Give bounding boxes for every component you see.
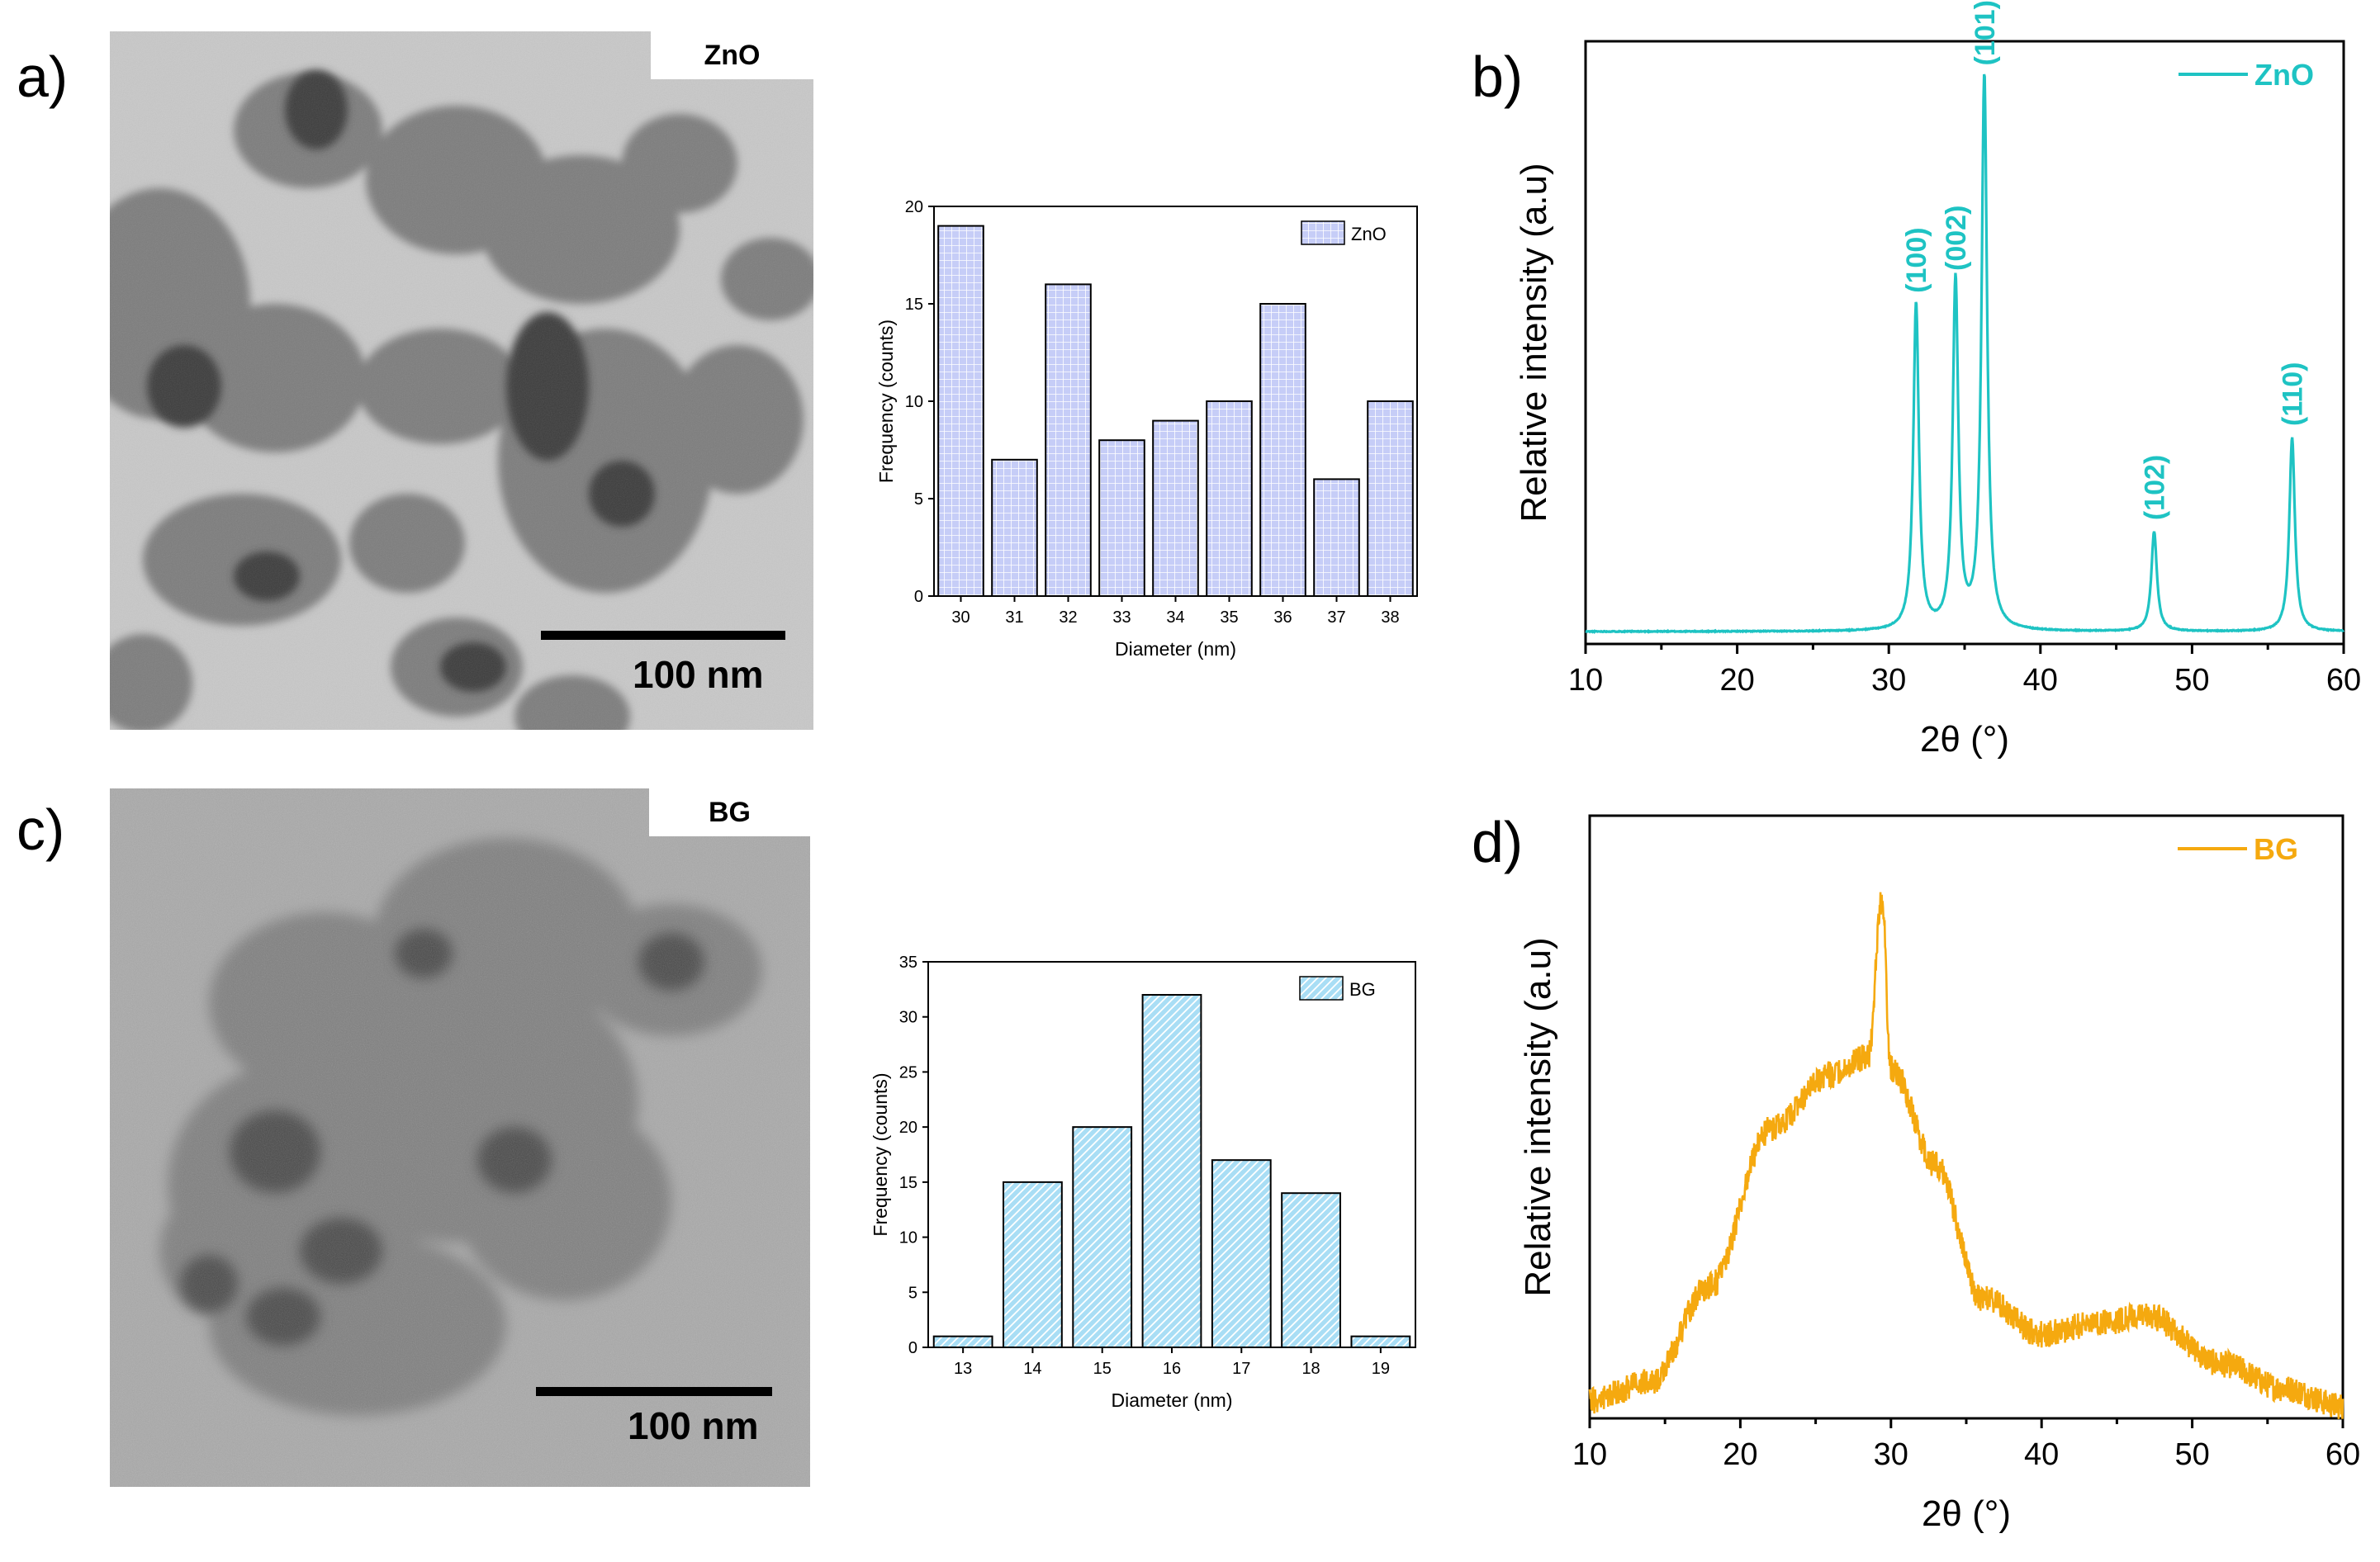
zno-xrd-series-line [1585, 73, 2345, 634]
zno-hist-xtick-label-36: 36 [1273, 608, 1292, 627]
zno-hist-xtick-label-31: 31 [1005, 608, 1023, 627]
tem-tag-zno: ZnO [651, 31, 813, 79]
scale-bar-a [541, 631, 785, 640]
zno-hist-ytick-label-0: 0 [914, 588, 923, 606]
scale-bar-c [536, 1387, 772, 1396]
bg-hist-xtick-label-16: 16 [1163, 1360, 1181, 1378]
zno-hist-xtick-label-33: 33 [1112, 608, 1131, 627]
zno-hist-bar-38 [1367, 400, 1414, 597]
bg-hist-xtick-label-17: 17 [1232, 1360, 1250, 1378]
bg-hist-ytick-label-10: 10 [899, 1229, 917, 1247]
zno-hist-bar-30 [937, 225, 984, 597]
zno-hist-bar-37 [1313, 478, 1360, 598]
zno-xrd-xtick-label-60: 60 [2326, 663, 2361, 698]
zno-xrd-ylabel: Relative intensity (a.u) [1514, 163, 1554, 522]
bg-xrd-xtick-label-20: 20 [1723, 1437, 1757, 1472]
panel-label-b: b) [1472, 45, 1524, 109]
zno-hist-bar-32 [1045, 283, 1092, 597]
bg-hist-legend-label: BG [1349, 979, 1376, 1000]
zno-hist-xtick-label-35: 35 [1220, 608, 1238, 627]
bg-hist-ytick-label-20: 20 [899, 1119, 917, 1137]
zno-xrd-peak-label-3: (102) [2140, 455, 2171, 520]
panel-label-c: c) [17, 798, 65, 862]
zno-hist-xtick-label-38: 38 [1381, 608, 1399, 627]
bg-hist-xtick-label-18: 18 [1301, 1360, 1320, 1378]
bg-xrd-xtick-label-40: 40 [2024, 1437, 2059, 1472]
tem-tag-bg: BG [649, 788, 810, 836]
zno-hist-ytick-label-5: 5 [914, 490, 923, 509]
bg-hist-xtick-label-15: 15 [1093, 1360, 1112, 1378]
zno-hist-bar-35 [1206, 400, 1253, 597]
zno-hist-legend-label: ZnO [1351, 224, 1387, 244]
bg-hist-bar-15 [1072, 1126, 1133, 1348]
bg-hist-ytick-label-30: 30 [899, 1009, 917, 1027]
zno-xrd-peak-label-0: (100) [1901, 227, 1932, 292]
bg-xrd-xtick-label-30: 30 [1874, 1437, 1908, 1472]
zno-hist-ytick-label-10: 10 [905, 393, 923, 411]
zno-hist-bar-36 [1259, 303, 1306, 597]
bg-hist-ytick-label-0: 0 [908, 1339, 917, 1357]
zno-xrd-xlabel: 2θ (°) [1920, 719, 2009, 760]
bg-hist-ytick-label-25: 25 [899, 1063, 917, 1082]
zno-xrd-frame [1584, 40, 2345, 646]
bg-xrd-legend-label: BG [2254, 832, 2298, 866]
bg-xrd-xlabel: 2θ (°) [1922, 1493, 2011, 1534]
panel-label-d: d) [1472, 810, 1524, 874]
scale-label-a: 100 nm [633, 653, 764, 696]
bg-hist-bar-19 [1350, 1335, 1411, 1348]
bg-hist-bar-14 [1003, 1181, 1063, 1349]
zno-hist-xtick-label-30: 30 [951, 608, 970, 627]
zno-hist-xlabel: Diameter (nm) [1115, 638, 1236, 660]
bg-xrd-series-line [1588, 892, 2344, 1419]
bg-hist-bar-18 [1281, 1192, 1341, 1348]
bg-hist-xlabel: Diameter (nm) [1112, 1389, 1233, 1411]
zno-xrd-peak-label-1: (002) [1941, 206, 1972, 271]
zno-xrd-peak-label-4: (110) [2278, 362, 2309, 426]
zno-hist-ylabel: Frequency (counts) [875, 320, 897, 483]
zno-xrd-xtick-label-40: 40 [2023, 663, 2058, 698]
bg-hist-legend-swatch [1299, 976, 1344, 1001]
zno-xrd-xtick-label-50: 50 [2174, 663, 2209, 698]
bg-xrd-frame [1588, 814, 2344, 1420]
zno-hist-xtick-label-34: 34 [1166, 608, 1184, 627]
zno-hist-bar-33 [1098, 439, 1145, 598]
bg-hist-ytick-label-5: 5 [908, 1284, 917, 1302]
bg-xrd-xtick-label-60: 60 [2325, 1437, 2360, 1472]
bg-xrd-xtick-label-50: 50 [2174, 1437, 2209, 1472]
zno-hist-legend-swatch [1301, 220, 1345, 245]
zno-hist-xtick-label-32: 32 [1059, 608, 1077, 627]
bg-hist-bar-13 [932, 1335, 993, 1348]
bg-hist-xtick-label-13: 13 [954, 1360, 972, 1378]
zno-hist-xtick-label-37: 37 [1327, 608, 1345, 627]
zno-xrd-legend-label: ZnO [2254, 58, 2314, 92]
bg-xrd-ylabel: Relative intensity (a.u) [1518, 937, 1558, 1296]
bg-hist-bar-17 [1211, 1159, 1272, 1348]
bg-hist-xtick-label-14: 14 [1023, 1360, 1041, 1378]
zno-xrd-xtick-label-10: 10 [1568, 663, 1603, 698]
zno-hist-bar-31 [991, 458, 1038, 597]
bg-hist-ylabel: Frequency (counts) [870, 1072, 891, 1236]
bg-hist-bar-16 [1141, 994, 1202, 1348]
zno-xrd-peak-label-2: (101) [1970, 0, 2001, 65]
bg-hist-xtick-label-19: 19 [1372, 1360, 1390, 1378]
panel-label-a: a) [17, 45, 69, 109]
zno-hist-bar-34 [1152, 419, 1199, 597]
bg-hist-ytick-label-15: 15 [899, 1174, 917, 1192]
tem-image-bg [110, 788, 810, 1487]
zno-xrd-xtick-label-30: 30 [1871, 663, 1906, 698]
zno-hist-ytick-label-15: 15 [905, 296, 923, 314]
scale-label-c: 100 nm [628, 1404, 759, 1447]
zno-hist-ytick-label-20: 20 [905, 198, 923, 216]
tem-image-zno [110, 31, 813, 730]
bg-hist-ytick-label-35: 35 [899, 954, 917, 972]
bg-xrd-xtick-label-10: 10 [1572, 1437, 1607, 1472]
zno-xrd-xtick-label-20: 20 [1719, 663, 1754, 698]
